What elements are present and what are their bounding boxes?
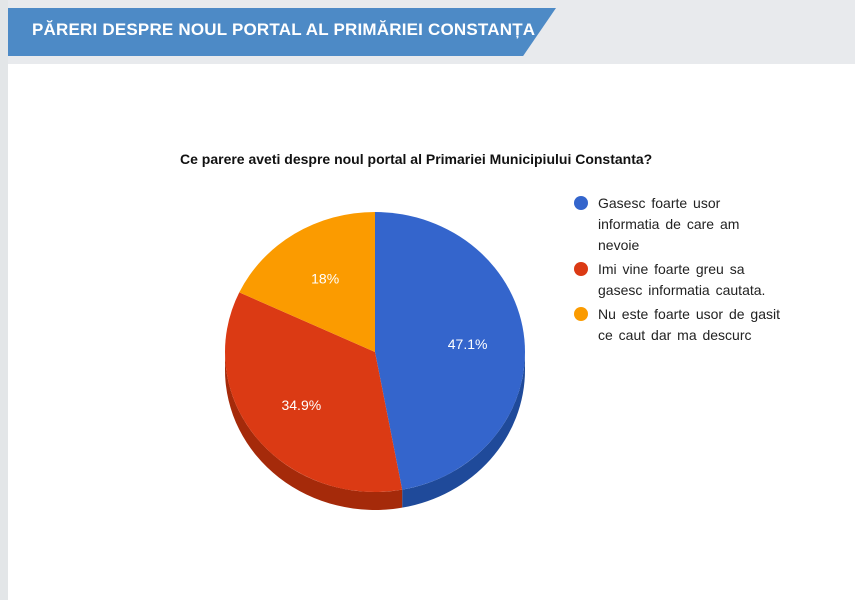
legend-swatch	[574, 196, 588, 210]
slice-percent-label: 18%	[311, 271, 339, 287]
pie-sides	[225, 352, 525, 511]
legend-label: Nu este foarte usor de gasit ce caut dar…	[598, 306, 780, 343]
page-title: PĂRERI DESPRE NOUL PORTAL AL PRIMĂRIEI C…	[32, 20, 536, 39]
legend-swatch	[574, 307, 588, 321]
pie-slice-side	[225, 352, 403, 511]
legend-label: Imi vine foarte greu sa gasesc informati…	[598, 261, 766, 298]
slice-percent-label: 47.1%	[448, 336, 488, 352]
legend-item[interactable]: Gasesc foarte usor informatia de care am…	[574, 193, 784, 256]
pie-slice	[375, 212, 526, 490]
header-ribbon	[8, 8, 556, 56]
chart-legend: Gasesc foarte usor informatia de care am…	[574, 193, 784, 349]
slice-percent-label: 34.9%	[281, 397, 321, 413]
legend-item[interactable]: Imi vine foarte greu sa gasesc informati…	[574, 259, 784, 301]
pie-tops	[224, 212, 526, 493]
pie-slice	[239, 212, 375, 352]
legend-item[interactable]: Nu este foarte usor de gasit ce caut dar…	[574, 304, 784, 346]
pie-slice-side	[402, 352, 525, 508]
legend-label: Gasesc foarte usor informatia de care am…	[598, 195, 740, 253]
legend-swatch	[574, 262, 588, 276]
pie-labels: 47.1% 34.9% 18%	[281, 271, 487, 413]
chart-title: Ce parere aveti despre noul portal al Pr…	[180, 151, 653, 167]
poll-card: PĂRERI DESPRE NOUL PORTAL AL PRIMĂRIEI C…	[8, 0, 855, 600]
pie-slice	[224, 292, 403, 493]
